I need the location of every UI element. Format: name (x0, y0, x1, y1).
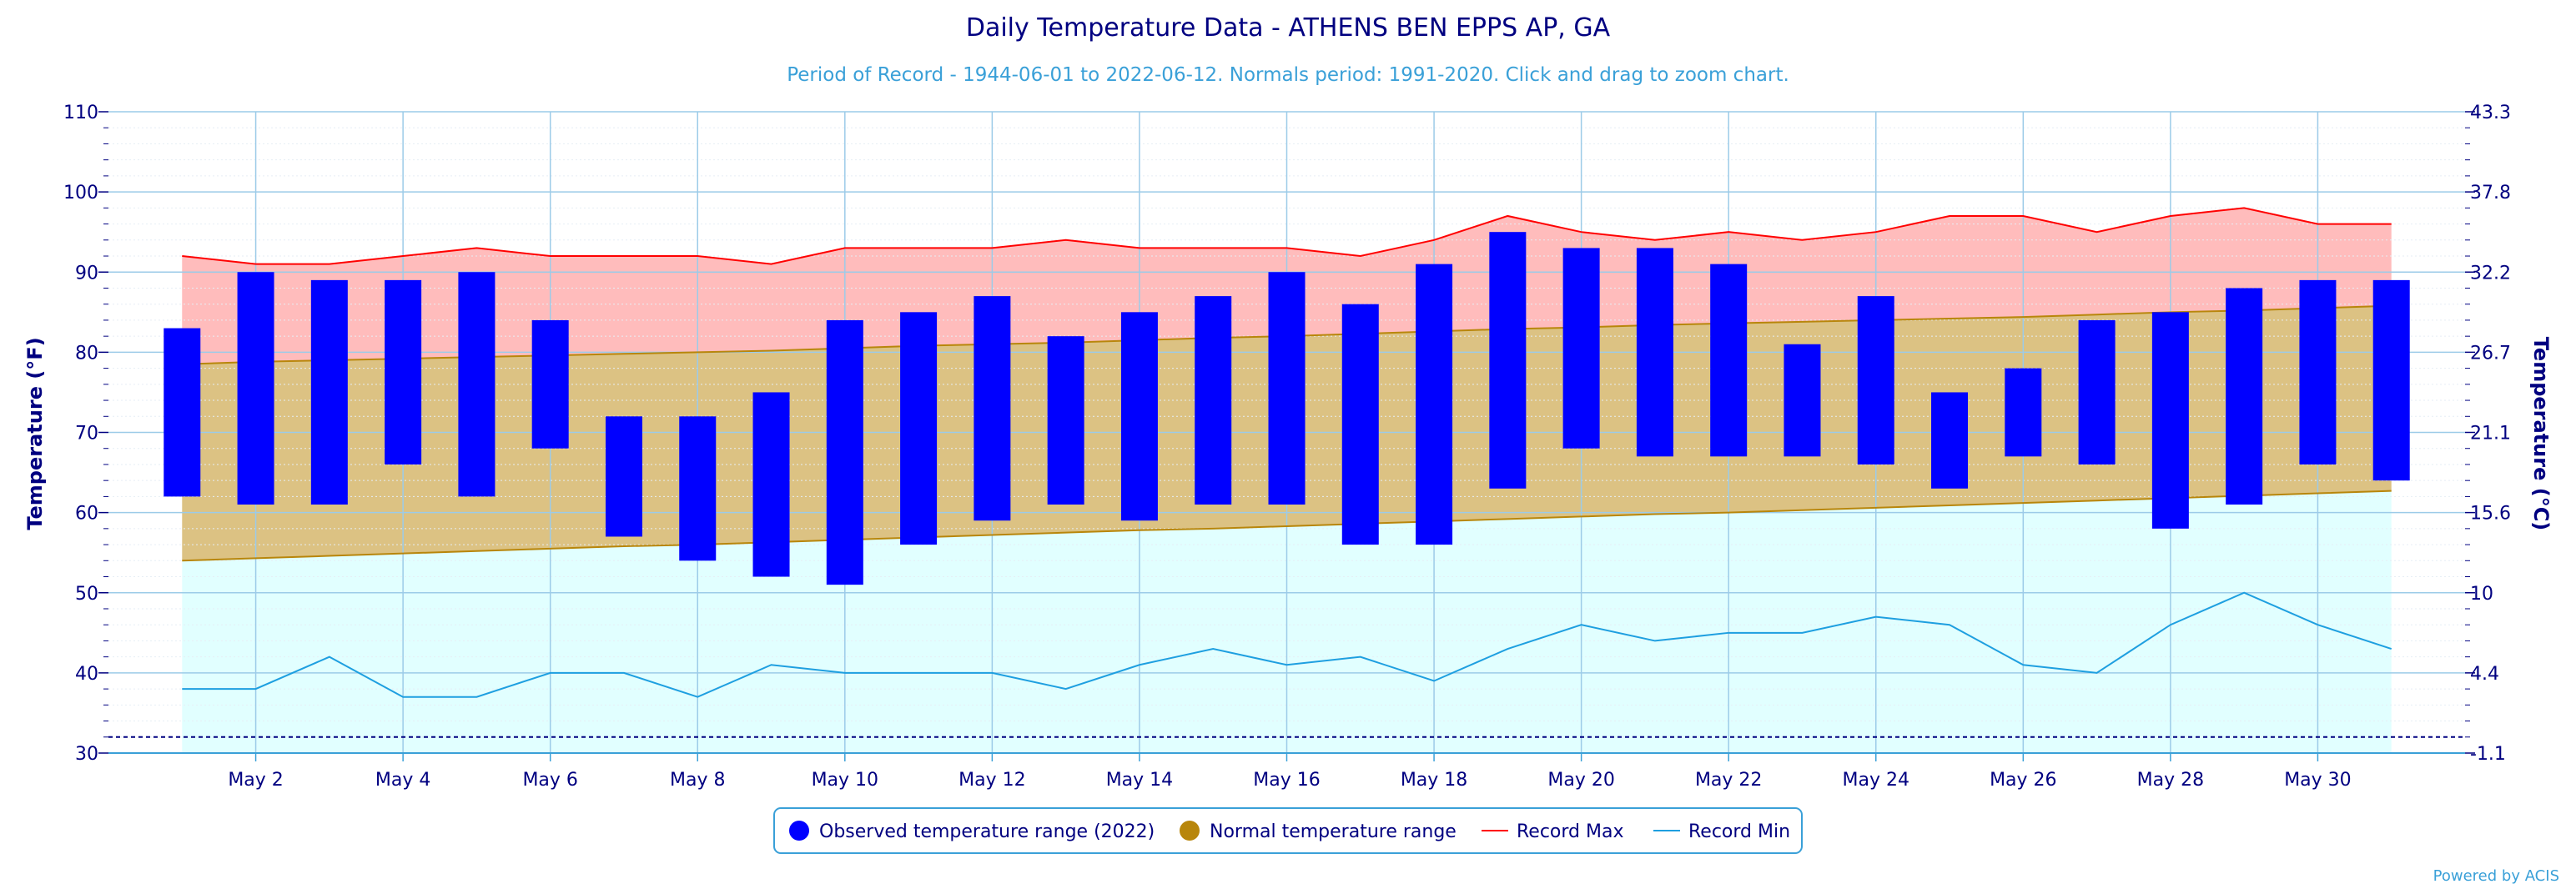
x-tick-label: May 24 (1843, 770, 1909, 791)
observed-bar-may-30[interactable] (2299, 279, 2337, 465)
chart-subtitle: Period of Record - 1944-06-01 to 2022-06… (787, 64, 1789, 86)
observed-bar-may-10[interactable] (826, 319, 863, 585)
legend: Observed temperature range (2022) Normal… (773, 807, 1803, 854)
observed-bar-may-12[interactable] (974, 296, 1011, 521)
observed-bar-may-22[interactable] (1710, 264, 1748, 457)
observed-bar-may-20[interactable] (1562, 248, 1600, 449)
observed-bar-may-17[interactable] (1341, 304, 1379, 545)
x-tick-label: May 14 (1106, 770, 1173, 791)
y-tick-label-right: 21.1 (2470, 424, 2511, 444)
x-tick-label: May 4 (375, 770, 430, 791)
observed-bar-may-29[interactable] (2226, 288, 2263, 505)
y-tick-label-left: 80 (75, 343, 98, 364)
observed-bar-may-9[interactable] (752, 392, 790, 577)
observed-bar-may-1[interactable] (164, 328, 201, 497)
observed-bar-may-4[interactable] (385, 279, 422, 465)
x-tick-label: May 18 (1401, 770, 1467, 791)
legend-label-observed: Observed temperature range (2022) (819, 821, 1155, 842)
legend-label-record-min: Record Min (1688, 821, 1790, 842)
observed-bar-may-26[interactable] (2005, 368, 2042, 457)
chart-title: Daily Temperature Data - ATHENS BEN EPPS… (966, 13, 1611, 43)
y-axis-title-left: Temperature (°F) (23, 337, 47, 530)
observed-bar-may-23[interactable] (1784, 344, 1821, 457)
observed-bar-may-14[interactable] (1120, 312, 1158, 521)
y-tick-label-left: 70 (75, 424, 98, 444)
observed-bar-may-28[interactable] (2151, 312, 2189, 529)
legend-symbol-observed (789, 821, 809, 841)
observed-bar-may-6[interactable] (531, 319, 569, 449)
observed-bar-may-7[interactable] (605, 416, 642, 537)
observed-bar-may-3[interactable] (310, 279, 348, 505)
y-tick-label-left: 110 (63, 103, 98, 123)
x-tick-label: May 10 (812, 770, 878, 791)
y-tick-label-left: 100 (63, 183, 98, 203)
observed-bar-may-11[interactable] (900, 312, 938, 545)
y-axis-title-right: Temperature (°C) (2529, 337, 2553, 531)
observed-bar-may-2[interactable] (237, 272, 274, 505)
x-tick-label: May 20 (1547, 770, 1614, 791)
x-tick-label: May 26 (1990, 770, 2056, 791)
observed-bar-may-16[interactable] (1268, 272, 1306, 505)
x-tick-label: May 6 (522, 770, 577, 791)
observed-bar-may-15[interactable] (1195, 296, 1232, 505)
x-tick-label: May 22 (1695, 770, 1762, 791)
observed-bar-may-27[interactable] (2078, 319, 2116, 465)
observed-bar-may-19[interactable] (1489, 232, 1527, 489)
y-tick-label-right: 15.6 (2470, 504, 2511, 525)
observed-bar-may-21[interactable] (1636, 248, 1673, 457)
record-max-line (182, 207, 2392, 265)
x-tick-label: May 8 (670, 770, 725, 791)
observed-bars (164, 232, 2410, 585)
y-tick-label-right: 37.8 (2470, 183, 2511, 203)
legend-item-record-min[interactable]: Record Min (1653, 821, 1790, 842)
y-tick-label-left: 50 (75, 584, 98, 605)
y-tick-label-right: 32.2 (2470, 263, 2511, 284)
x-tick-label: May 12 (958, 770, 1025, 791)
observed-bar-may-31[interactable] (2372, 279, 2410, 481)
credit-text[interactable]: Powered by ACIS (2433, 867, 2559, 885)
y-tick-label-right: 43.3 (2470, 103, 2511, 123)
y-tick-label-right: -1.1 (2470, 744, 2506, 765)
y-tick-label-left: 60 (75, 504, 98, 525)
y-tick-label-right: 10 (2470, 584, 2493, 605)
x-tick-label: May 30 (2284, 770, 2351, 791)
observed-bar-may-8[interactable] (679, 416, 717, 561)
axes: 30 -1.1 40 4.4 50 10 60 15.6 70 21.1 80 26.7 90 32.2 1… (63, 103, 2511, 791)
y-tick-label-right: 26.7 (2470, 343, 2511, 364)
y-tick-label-left: 30 (75, 744, 98, 765)
observed-bar-may-13[interactable] (1047, 336, 1084, 505)
legend-box (773, 807, 1803, 854)
y-tick-label-left: 90 (75, 263, 98, 284)
normal-low-line (182, 490, 2392, 562)
legend-label-record-max: Record Max (1517, 821, 1624, 842)
legend-symbol-normal (1180, 821, 1200, 841)
legend-item-record-max[interactable]: Record Max (1482, 821, 1624, 842)
y-tick-label-right: 4.4 (2470, 664, 2499, 685)
record-min-line (182, 591, 2392, 698)
observed-bar-may-18[interactable] (1416, 264, 1453, 545)
legend-item-observed[interactable]: Observed temperature range (2022) (789, 821, 1155, 842)
x-tick-label: May 2 (228, 770, 283, 791)
observed-bar-may-25[interactable] (1931, 392, 1969, 489)
y-tick-label-left: 40 (75, 664, 98, 685)
legend-item-normal[interactable]: Normal temperature range (1180, 821, 1457, 842)
observed-bar-may-5[interactable] (458, 272, 496, 497)
observed-bar-may-24[interactable] (1857, 296, 1894, 465)
x-tick-label: May 16 (1253, 770, 1320, 791)
x-tick-label: May 28 (2137, 770, 2204, 791)
legend-label-normal: Normal temperature range (1210, 821, 1457, 842)
